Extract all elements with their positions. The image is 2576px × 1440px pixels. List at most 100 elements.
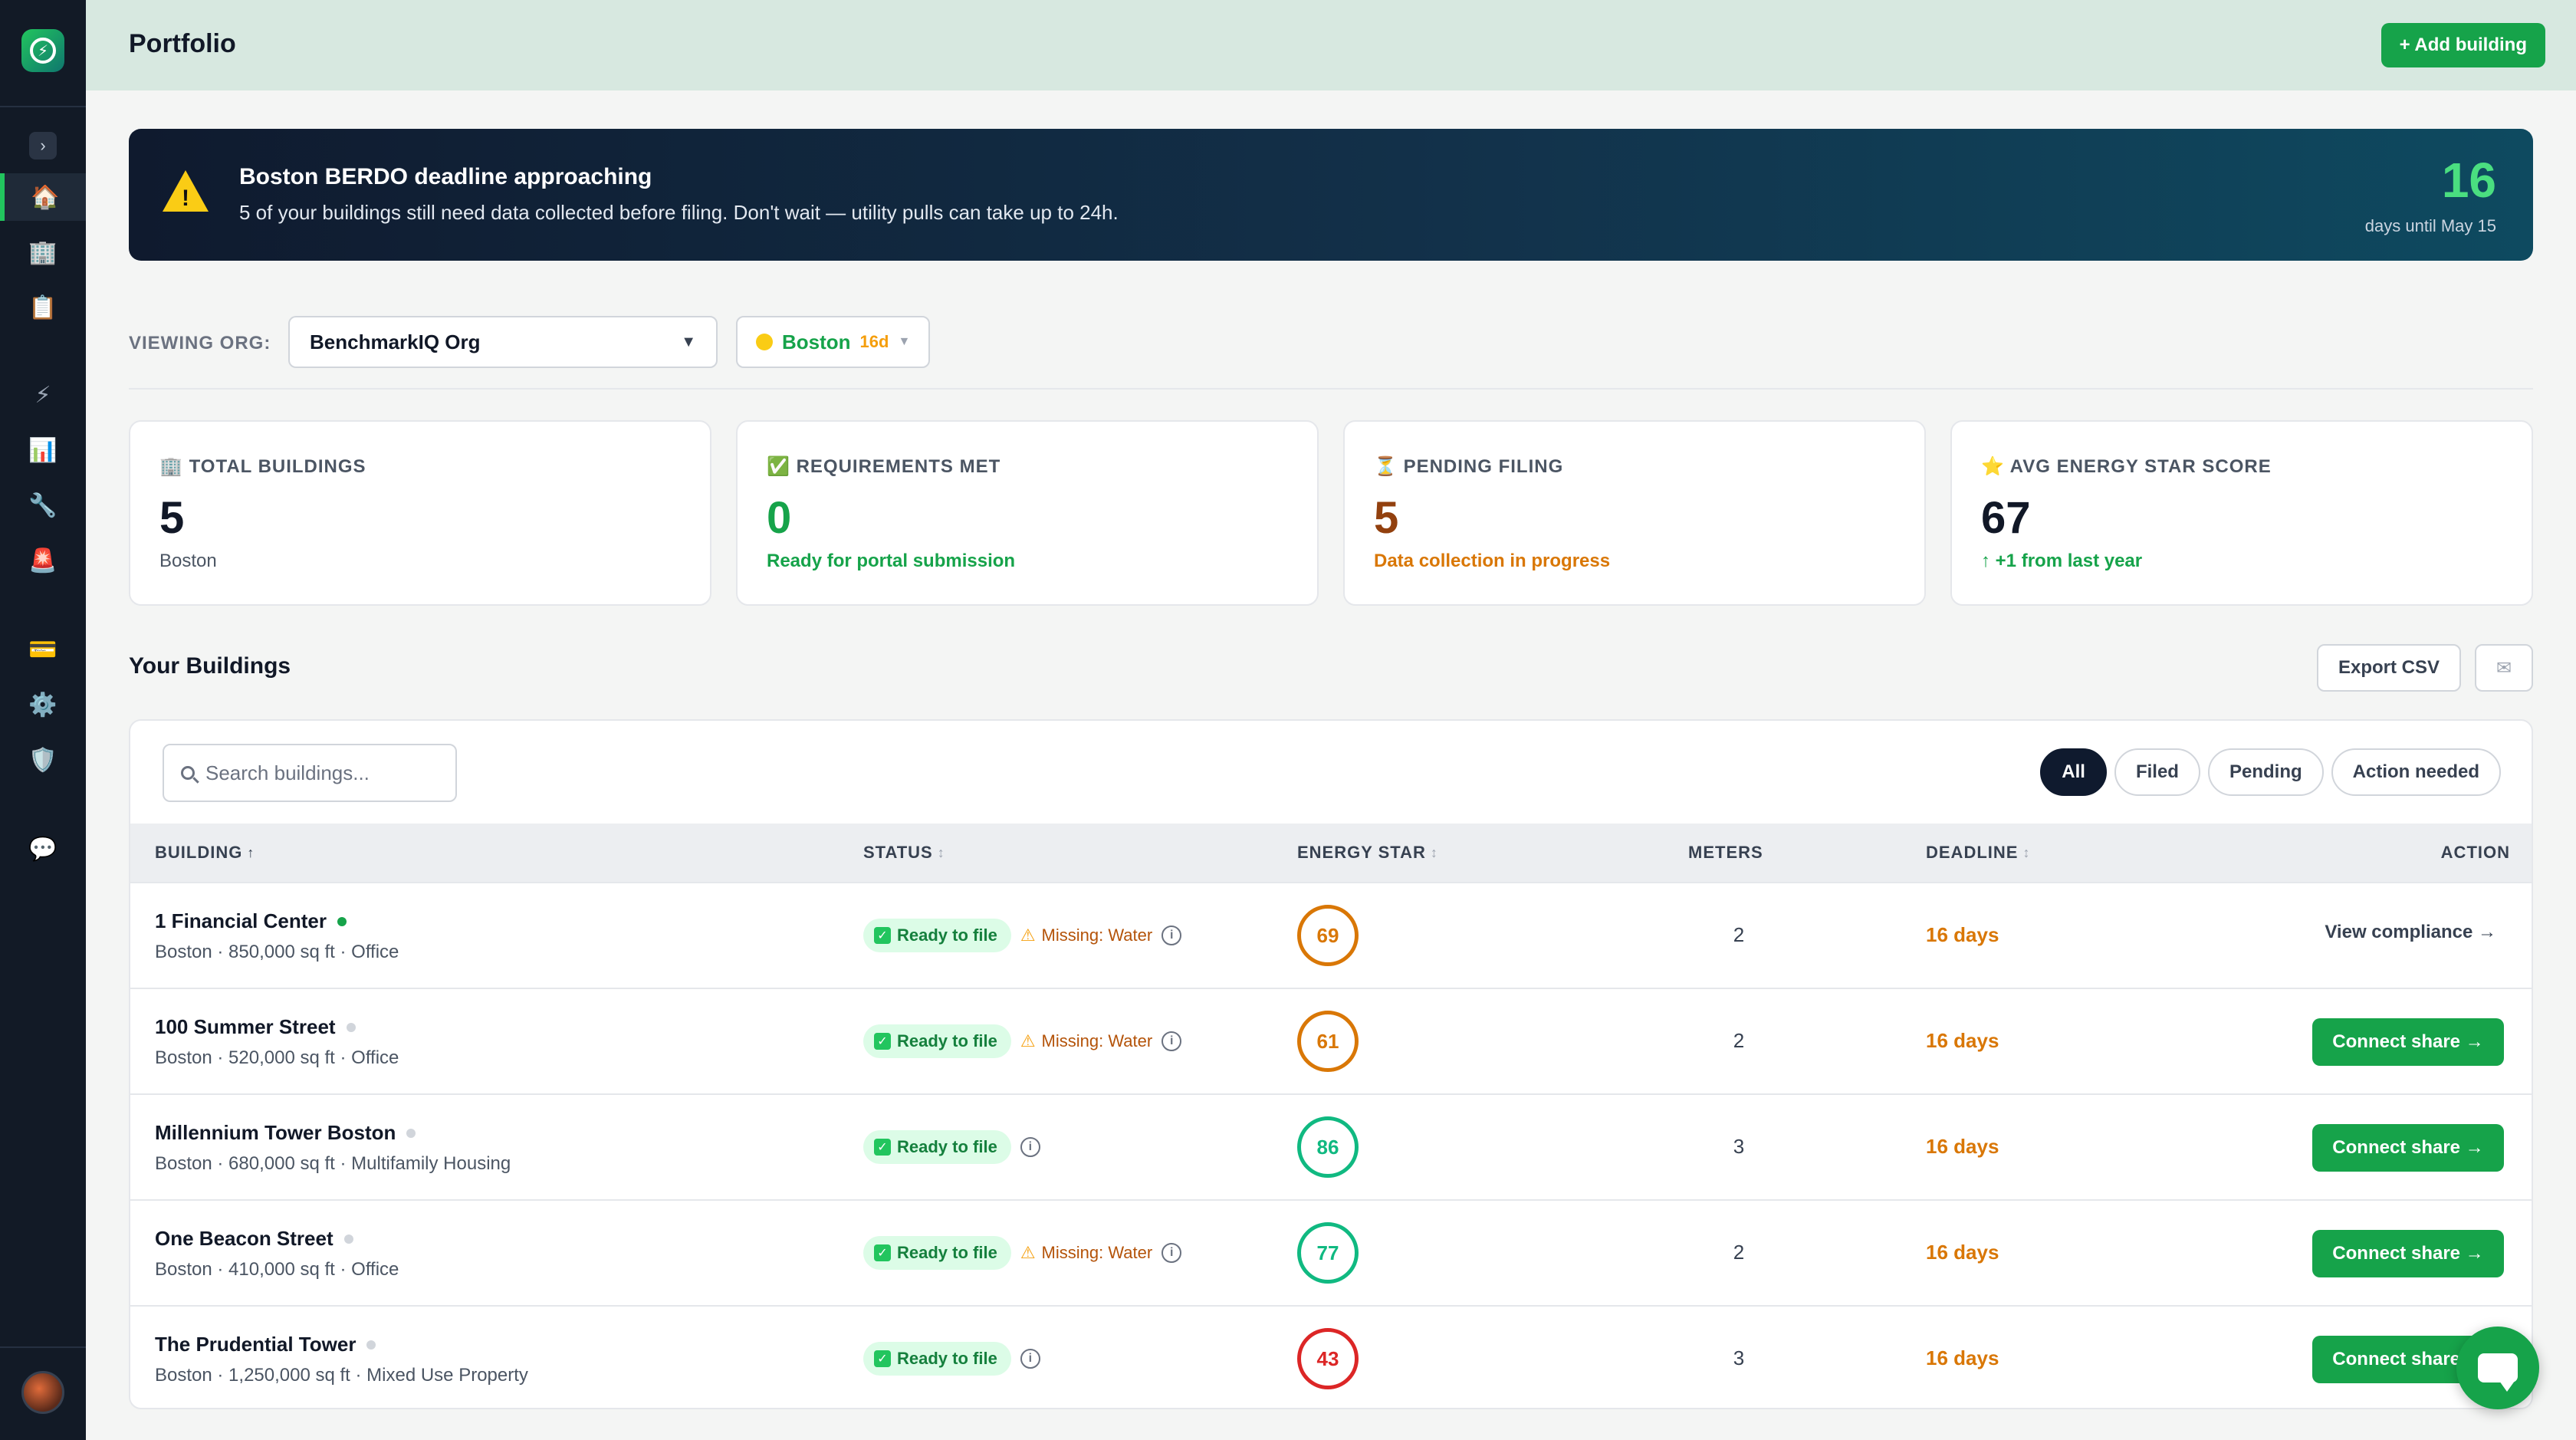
stat-value: 0 bbox=[767, 493, 792, 543]
missing-data-warning: ⚠ Missing: Water bbox=[1020, 1243, 1153, 1262]
status-badge: ✓ Ready to file bbox=[863, 1342, 1011, 1376]
table-row[interactable]: The Prudential Tower Boston · 1,250,000 s… bbox=[130, 1305, 2532, 1408]
chevron-down-icon: ▼ bbox=[898, 335, 911, 348]
sort-icon: ↕ bbox=[1430, 844, 1438, 860]
status-badge: ✓ Ready to file bbox=[863, 919, 1011, 952]
stat-card-avg-energy-star: ⭐ AVG ENERGY STAR SCORE 67 ↑ +1 from las… bbox=[1950, 420, 2533, 606]
status-dot bbox=[346, 1022, 356, 1032]
chat-button[interactable] bbox=[2456, 1327, 2539, 1409]
filter-group: All Filed Pending Action needed bbox=[2040, 748, 2501, 796]
energy-star-score: 43 bbox=[1297, 1328, 1359, 1389]
status-dot bbox=[343, 1234, 353, 1244]
view-compliance-link[interactable]: View compliance → bbox=[2325, 922, 2496, 942]
column-header-energy-star[interactable]: ENERGY STAR ↕ bbox=[1297, 843, 1438, 862]
sidebar-divider bbox=[0, 106, 86, 107]
sidebar-item-reports-icon[interactable]: 📋 bbox=[28, 294, 58, 321]
user-avatar[interactable] bbox=[21, 1371, 64, 1414]
building-meta: Boston · 520,000 sq ft · Office bbox=[155, 1047, 399, 1068]
hourglass-icon: ⏳ bbox=[1374, 456, 1398, 477]
connect-share-button[interactable]: Connect share → bbox=[2312, 1124, 2504, 1172]
table-row[interactable]: Millennium Tower Boston Boston · 680,000 … bbox=[130, 1093, 2532, 1199]
filter-action-needed[interactable]: Action needed bbox=[2331, 748, 2501, 796]
stat-subtext: ↑ +1 from last year bbox=[1981, 551, 2143, 571]
meters-count: 2 bbox=[1733, 1029, 1745, 1052]
status-dot bbox=[366, 1340, 376, 1350]
column-header-meters: METERS bbox=[1688, 843, 1763, 862]
stat-label: ⏳ PENDING FILING bbox=[1374, 456, 1564, 477]
deadline: 16 days bbox=[1926, 1135, 1999, 1158]
section-title: Your Buildings bbox=[129, 653, 291, 679]
building-meta: Boston · 1,250,000 sq ft · Mixed Use Pro… bbox=[155, 1365, 528, 1386]
info-icon[interactable]: i bbox=[1020, 1137, 1040, 1157]
status-cell: ✓ Ready to file i bbox=[863, 1130, 1040, 1164]
column-header-deadline[interactable]: DEADLINE ↕ bbox=[1926, 843, 2031, 862]
sidebar-item-security-icon[interactable]: 🛡️ bbox=[28, 747, 58, 773]
connect-share-button[interactable]: Connect share → bbox=[2312, 1230, 2504, 1277]
filter-filed[interactable]: Filed bbox=[2114, 748, 2200, 796]
buildings-table: All Filed Pending Action needed BUILDING… bbox=[129, 719, 2533, 1409]
meters-count: 2 bbox=[1733, 923, 1745, 946]
building-meta: Boston · 850,000 sq ft · Office bbox=[155, 942, 399, 962]
stat-card-total-buildings: 🏢 TOTAL BUILDINGS 5 Boston bbox=[129, 420, 711, 606]
sidebar-item-billing-icon[interactable]: 💳 bbox=[28, 636, 58, 662]
sidebar-item-analytics-icon[interactable]: 📊 bbox=[28, 437, 58, 463]
sort-up-icon: ↑ bbox=[247, 844, 255, 860]
table-row[interactable]: 100 Summer Street Boston · 520,000 sq ft … bbox=[130, 988, 2532, 1093]
warning-icon: ⚠ bbox=[1020, 925, 1036, 945]
filter-all[interactable]: All bbox=[2040, 748, 2107, 796]
sidebar-item-tools-icon[interactable]: 🔧 bbox=[28, 492, 58, 518]
info-icon[interactable]: i bbox=[1162, 1243, 1182, 1263]
sidebar-item-home-icon[interactable]: 🏠 bbox=[0, 173, 86, 221]
check-icon: ✓ bbox=[874, 1033, 891, 1050]
stat-value: 5 bbox=[159, 493, 185, 543]
building-meta: Boston · 410,000 sq ft · Office bbox=[155, 1259, 399, 1280]
info-icon[interactable]: i bbox=[1162, 925, 1182, 945]
check-icon: ✓ bbox=[874, 1350, 891, 1367]
column-header-status[interactable]: STATUS ↕ bbox=[863, 843, 945, 862]
org-select-value: BenchmarkIQ Org bbox=[310, 330, 481, 353]
sidebar-collapse-button[interactable]: › bbox=[29, 132, 57, 159]
energy-star-score: 86 bbox=[1297, 1116, 1359, 1178]
app-logo[interactable]: ⚡ bbox=[21, 29, 64, 72]
warning-icon: ⚠ bbox=[1020, 1031, 1036, 1050]
region-days: 16d bbox=[859, 332, 889, 351]
stat-subtext: Boston bbox=[159, 551, 217, 571]
stat-label: ✅ REQUIREMENTS MET bbox=[767, 456, 1001, 477]
sidebar-item-messages-icon[interactable]: 💬 bbox=[28, 836, 58, 862]
table-row[interactable]: One Beacon Street Boston · 410,000 sq ft … bbox=[130, 1199, 2532, 1305]
info-icon[interactable]: i bbox=[1020, 1349, 1040, 1369]
sidebar-item-energy-icon[interactable]: ⚡ bbox=[34, 382, 51, 408]
missing-data-warning: ⚠ Missing: Water bbox=[1020, 925, 1153, 945]
mail-button[interactable]: ✉ bbox=[2475, 644, 2533, 692]
search-input[interactable] bbox=[205, 761, 435, 785]
building-name[interactable]: The Prudential Tower bbox=[155, 1333, 376, 1356]
page-title: Portfolio bbox=[129, 29, 236, 58]
status-badge: ✓ Ready to file bbox=[863, 1024, 1011, 1058]
sidebar-item-alerts-icon[interactable]: 🚨 bbox=[28, 547, 58, 574]
region-selector[interactable]: Boston 16d ▼ bbox=[736, 316, 931, 368]
banner-title: Boston BERDO deadline approaching bbox=[239, 164, 652, 189]
building-name[interactable]: One Beacon Street bbox=[155, 1227, 353, 1251]
warning-icon-mark: ! bbox=[182, 186, 189, 211]
table-row[interactable]: 1 Financial Center Boston · 850,000 sq ft… bbox=[130, 882, 2532, 988]
sidebar-item-settings-icon[interactable]: ⚙️ bbox=[28, 692, 58, 718]
building-name[interactable]: 100 Summer Street bbox=[155, 1015, 356, 1039]
building-name[interactable]: Millennium Tower Boston bbox=[155, 1121, 416, 1145]
stat-subtext: Data collection in progress bbox=[1374, 551, 1611, 571]
building-name[interactable]: 1 Financial Center bbox=[155, 909, 347, 933]
sidebar-item-buildings-icon[interactable]: 🏢 bbox=[28, 239, 58, 265]
export-csv-button[interactable]: Export CSV bbox=[2317, 644, 2462, 692]
connect-share-button[interactable]: Connect share → bbox=[2312, 1018, 2504, 1066]
search-box[interactable] bbox=[163, 744, 457, 802]
info-icon[interactable]: i bbox=[1162, 1031, 1182, 1051]
star-icon: ⭐ bbox=[1981, 456, 2005, 477]
org-select[interactable]: BenchmarkIQ Org ▼ bbox=[288, 316, 718, 368]
filter-pending[interactable]: Pending bbox=[2207, 748, 2324, 796]
check-icon: ✓ bbox=[874, 927, 891, 944]
region-name: Boston bbox=[782, 330, 851, 353]
banner-days-label: days until May 15 bbox=[2364, 216, 2496, 235]
column-header-building[interactable]: BUILDING ↑ bbox=[155, 843, 255, 862]
banner-days-count: 16 bbox=[2441, 153, 2496, 208]
add-building-button[interactable]: + Add building bbox=[2380, 23, 2545, 67]
divider bbox=[129, 388, 2533, 390]
